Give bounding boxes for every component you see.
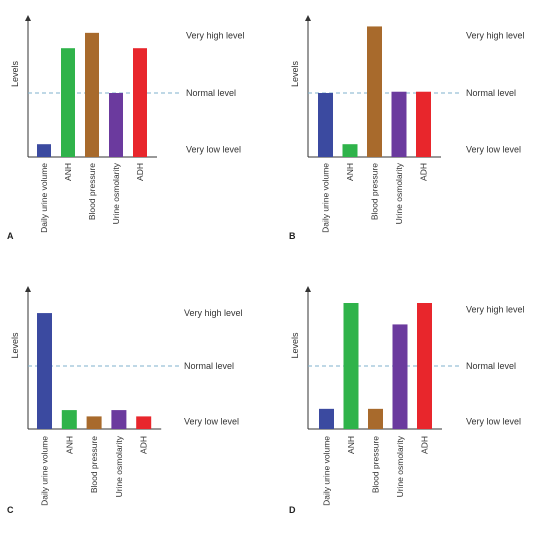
category-label: ADH xyxy=(419,163,429,181)
bar xyxy=(37,313,52,429)
bar xyxy=(417,303,432,429)
reference-label: Very low level xyxy=(186,144,241,154)
panel-letter: B xyxy=(289,231,296,241)
bar xyxy=(368,408,383,429)
bar xyxy=(61,48,75,158)
category-label: Daily urine volume xyxy=(40,436,50,506)
bar xyxy=(133,48,147,158)
reference-label: Very high level xyxy=(184,308,243,318)
bar xyxy=(392,324,408,429)
bar xyxy=(86,416,102,429)
bar xyxy=(136,416,152,429)
category-label: Daily urine volume xyxy=(321,163,331,233)
panel-d: Levels Very high level Normal level Very lo… xyxy=(289,286,525,515)
category-label: ADH xyxy=(135,163,145,181)
reference-label: Normal level xyxy=(186,88,236,98)
y-axis-label: Levels xyxy=(290,60,300,87)
category-label: ANH xyxy=(345,163,355,181)
bar xyxy=(343,303,359,429)
y-axis-arrow xyxy=(305,15,311,21)
panel-a: Levels Very high level Normal level Very lo… xyxy=(7,15,245,241)
reference-label: Very high level xyxy=(466,304,525,314)
bar xyxy=(416,91,431,157)
reference-label: Normal level xyxy=(184,361,234,371)
category-label: Blood pressure xyxy=(370,163,380,220)
panel-letter: C xyxy=(7,505,14,515)
category-label: ADH xyxy=(139,436,149,454)
category-label: Urine osmolarity xyxy=(395,435,405,497)
category-label: Urine osmolarity xyxy=(394,162,404,224)
bar xyxy=(61,410,77,429)
reference-label: Very high level xyxy=(466,30,525,40)
category-label: Urine osmolarity xyxy=(111,162,121,224)
category-label: Blood pressure xyxy=(371,436,381,493)
category-label: Blood pressure xyxy=(89,436,99,493)
bar xyxy=(111,410,127,429)
reference-label: Normal level xyxy=(466,361,516,371)
category-label: Daily urine volume xyxy=(322,436,332,506)
bar xyxy=(318,93,333,157)
category-label: ANH xyxy=(346,436,356,454)
category-label: Blood pressure xyxy=(87,163,97,220)
y-axis-arrow xyxy=(25,15,31,21)
reference-label: Very high level xyxy=(186,30,245,40)
panel-letter: D xyxy=(289,505,296,515)
y-axis-arrow xyxy=(25,286,31,292)
category-label: Urine osmolarity xyxy=(114,435,124,497)
y-axis-label: Levels xyxy=(10,332,20,359)
category-label: ADH xyxy=(420,436,430,454)
y-axis-arrow xyxy=(305,286,311,292)
reference-label: Very low level xyxy=(466,144,521,154)
bar xyxy=(85,32,99,158)
bar xyxy=(319,408,334,429)
bar xyxy=(342,144,358,157)
bar xyxy=(391,91,407,157)
reference-label: Normal level xyxy=(466,88,516,98)
bar xyxy=(109,93,123,157)
y-axis-label: Levels xyxy=(290,332,300,359)
category-label: ANH xyxy=(63,163,73,181)
y-axis-label: Levels xyxy=(10,60,20,87)
reference-label: Very low level xyxy=(466,416,521,426)
category-label: Daily urine volume xyxy=(39,163,49,233)
category-label: ANH xyxy=(64,436,74,454)
panel-letter: A xyxy=(7,231,14,241)
bar xyxy=(37,144,51,157)
panel-c: Levels Very high level Normal level Very lo… xyxy=(7,286,243,515)
panel-b: Levels Very high level Normal level Very lo… xyxy=(289,15,525,241)
bar xyxy=(367,26,382,157)
reference-label: Very low level xyxy=(184,416,239,426)
